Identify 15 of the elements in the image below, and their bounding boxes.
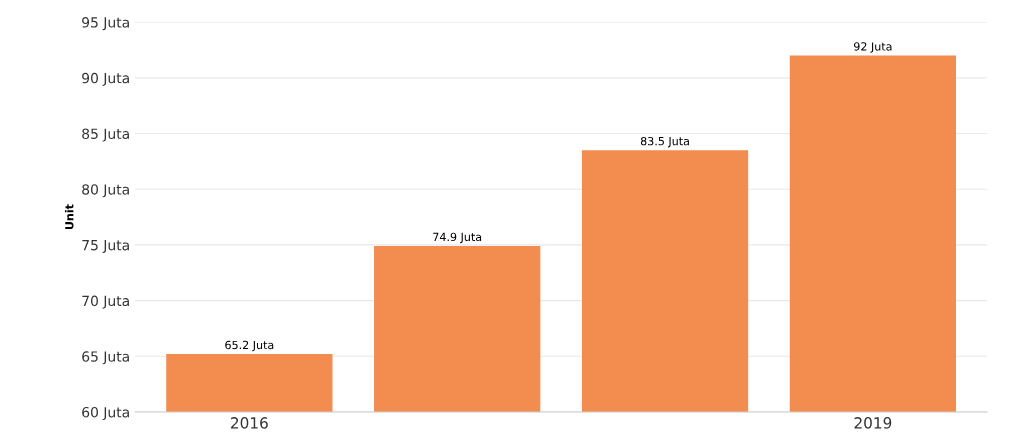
data-label: 83.5 Juta	[640, 136, 689, 148]
y-tick-label: 70 Juta	[82, 295, 129, 309]
y-tick-label: 95 Juta	[82, 17, 129, 31]
y-tick-label: 85 Juta	[82, 128, 129, 142]
data-label: 74.9 Juta	[433, 232, 482, 244]
y-axis-title: Unit	[64, 204, 74, 230]
y-tick-label: 60 Juta	[82, 406, 129, 421]
y-tick-label: 90 Juta	[82, 72, 129, 86]
y-tick-label: 80 Juta	[82, 184, 129, 198]
data-label: 92 Juta	[854, 42, 892, 53]
x-tick-label: 2019	[854, 417, 892, 429]
x-tick-label: 2016	[231, 417, 268, 429]
y-tick-label: 75 Juta	[82, 240, 129, 253]
data-label: 65.2 Juta	[225, 340, 274, 352]
y-tick-label: 65 Juta	[82, 351, 129, 365]
